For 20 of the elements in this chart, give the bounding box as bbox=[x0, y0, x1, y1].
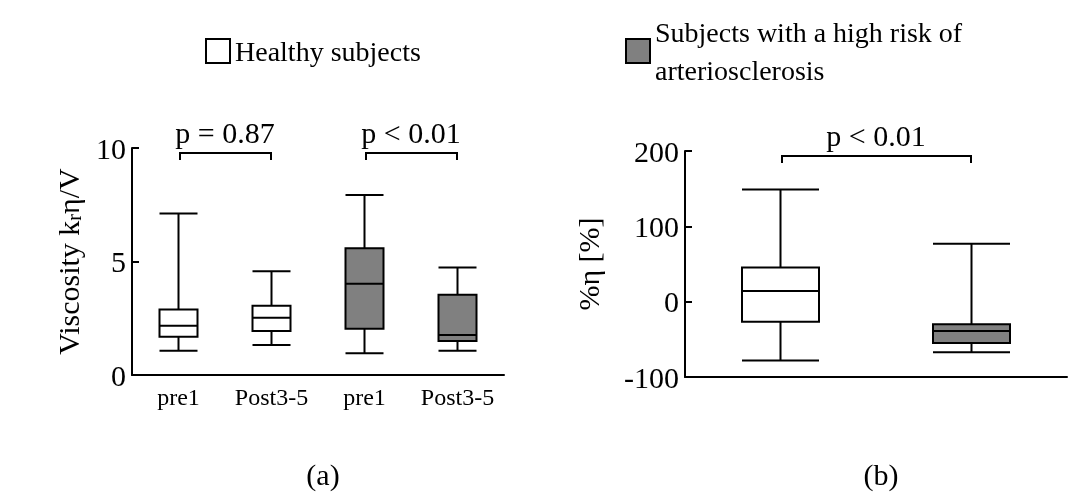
legend-label: Subjects with a high risk of arteriosclerosis bbox=[655, 16, 970, 86]
x-tick-label: Post3-5 bbox=[420, 384, 495, 410]
annotation: p < 0.01 bbox=[826, 119, 926, 152]
y-tick-label: 0 bbox=[664, 285, 679, 319]
y-tick-label: -100 bbox=[624, 360, 679, 394]
y-tick-label: 10 bbox=[96, 131, 126, 165]
text: (b) bbox=[863, 457, 899, 492]
y-axis-title: Viscosity krη/V bbox=[51, 167, 85, 355]
y-tick-label: 0 bbox=[111, 358, 126, 392]
legend-label: Healthy subjects bbox=[235, 35, 421, 67]
y-axis-title: %η [%] bbox=[571, 217, 605, 311]
annotation: p = 0.87 bbox=[175, 116, 275, 149]
y-tick-label: 200 bbox=[634, 134, 679, 168]
x-tick-label: pre1 bbox=[157, 384, 200, 410]
x-tick-label: pre1 bbox=[343, 384, 386, 410]
y-tick-label: 100 bbox=[634, 209, 679, 243]
x-tick-label: Post3-5 bbox=[234, 384, 309, 410]
text: (a) bbox=[306, 457, 340, 492]
y-tick-label: 5 bbox=[111, 245, 126, 278]
annotation: p < 0.01 bbox=[361, 116, 461, 149]
